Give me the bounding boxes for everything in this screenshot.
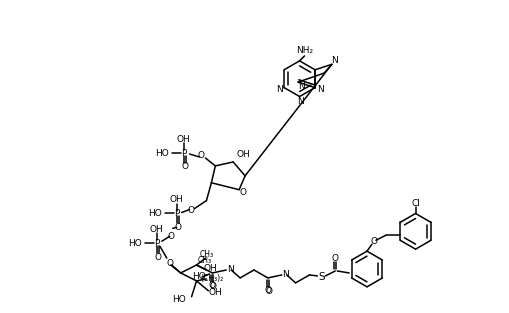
Text: O: O <box>332 254 339 263</box>
Text: P: P <box>174 209 179 218</box>
Text: N: N <box>331 56 338 65</box>
Text: HO: HO <box>128 239 142 248</box>
Text: N: N <box>227 265 234 275</box>
Text: P: P <box>181 149 186 157</box>
Text: N: N <box>297 97 304 106</box>
Text: NH₂: NH₂ <box>296 46 313 55</box>
Text: N: N <box>317 85 323 94</box>
Text: OH: OH <box>150 225 164 234</box>
Text: O: O <box>166 259 173 268</box>
Text: OH: OH <box>170 195 184 204</box>
Text: OH: OH <box>236 150 250 158</box>
Text: OH: OH <box>204 264 217 273</box>
Text: O: O <box>154 253 161 262</box>
Text: O: O <box>371 237 378 246</box>
Text: O: O <box>209 281 216 290</box>
Text: O: O <box>187 206 194 215</box>
Text: N: N <box>282 270 289 280</box>
Text: O: O <box>198 151 205 160</box>
Text: Cl: Cl <box>411 199 420 208</box>
Text: HO: HO <box>191 272 205 281</box>
Text: N: N <box>298 82 304 90</box>
Text: HO: HO <box>155 149 168 157</box>
Text: O: O <box>240 188 246 197</box>
Text: P: P <box>154 239 159 248</box>
Text: O: O <box>210 282 217 291</box>
Text: N: N <box>276 85 282 94</box>
Text: CH₃: CH₃ <box>200 250 213 259</box>
Text: HO: HO <box>148 209 162 218</box>
Text: HO: HO <box>172 295 186 304</box>
Text: CH₃: CH₃ <box>197 256 212 264</box>
Text: OH: OH <box>177 135 190 144</box>
Text: OH: OH <box>209 288 222 297</box>
Text: (CH₃)₂: (CH₃)₂ <box>201 275 224 283</box>
Text: O: O <box>167 232 174 241</box>
Text: O: O <box>264 286 271 295</box>
Text: O: O <box>265 287 272 296</box>
Text: S: S <box>318 272 325 282</box>
Text: O: O <box>174 223 181 232</box>
Text: O: O <box>181 162 188 172</box>
